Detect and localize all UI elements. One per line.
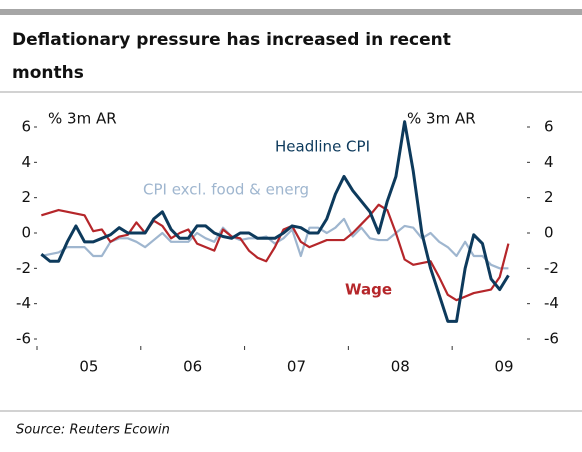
y-tick-label: 6 — [21, 118, 31, 136]
series-line — [41, 203, 510, 302]
chart-title: Deflationary pressure has increased in r… — [12, 30, 451, 50]
y-tick-label: 4 — [21, 153, 31, 171]
y2-tick-label: -4 — [544, 294, 559, 312]
series-line — [41, 217, 509, 270]
y-tick-label: -6 — [16, 330, 31, 348]
y2-tick-label: 2 — [544, 188, 554, 206]
y2-axis-label: % 3m AR — [407, 110, 476, 128]
y2-tick-label: -2 — [544, 259, 559, 277]
chart-title: months — [12, 63, 84, 83]
y-axis-label: % 3m AR — [48, 110, 117, 128]
x-tick-label: 06 — [183, 358, 202, 376]
x-tick-label: 07 — [287, 358, 306, 376]
series-line — [40, 120, 510, 323]
legend-label: Wage — [345, 281, 392, 299]
source: Source: Reuters Ecowin — [16, 423, 170, 438]
y2-tick-label: 4 — [544, 153, 554, 171]
x-tick-label: 05 — [79, 358, 98, 376]
x-tick-label: 09 — [495, 358, 514, 376]
y2-tick-label: -6 — [544, 330, 559, 348]
y-tick-label: -4 — [16, 294, 31, 312]
legend-label: Headline CPI — [275, 138, 370, 156]
y-tick-label: -2 — [16, 259, 31, 277]
y-tick-label: 0 — [21, 224, 31, 242]
legend-label: CPI excl. food & energ — [143, 181, 309, 199]
y2-tick-label: 6 — [544, 118, 554, 136]
y2-tick-label: 0 — [544, 224, 554, 242]
y-tick-label: 2 — [21, 188, 31, 206]
x-tick-label: 08 — [391, 358, 410, 376]
top-bar — [0, 9, 582, 15]
